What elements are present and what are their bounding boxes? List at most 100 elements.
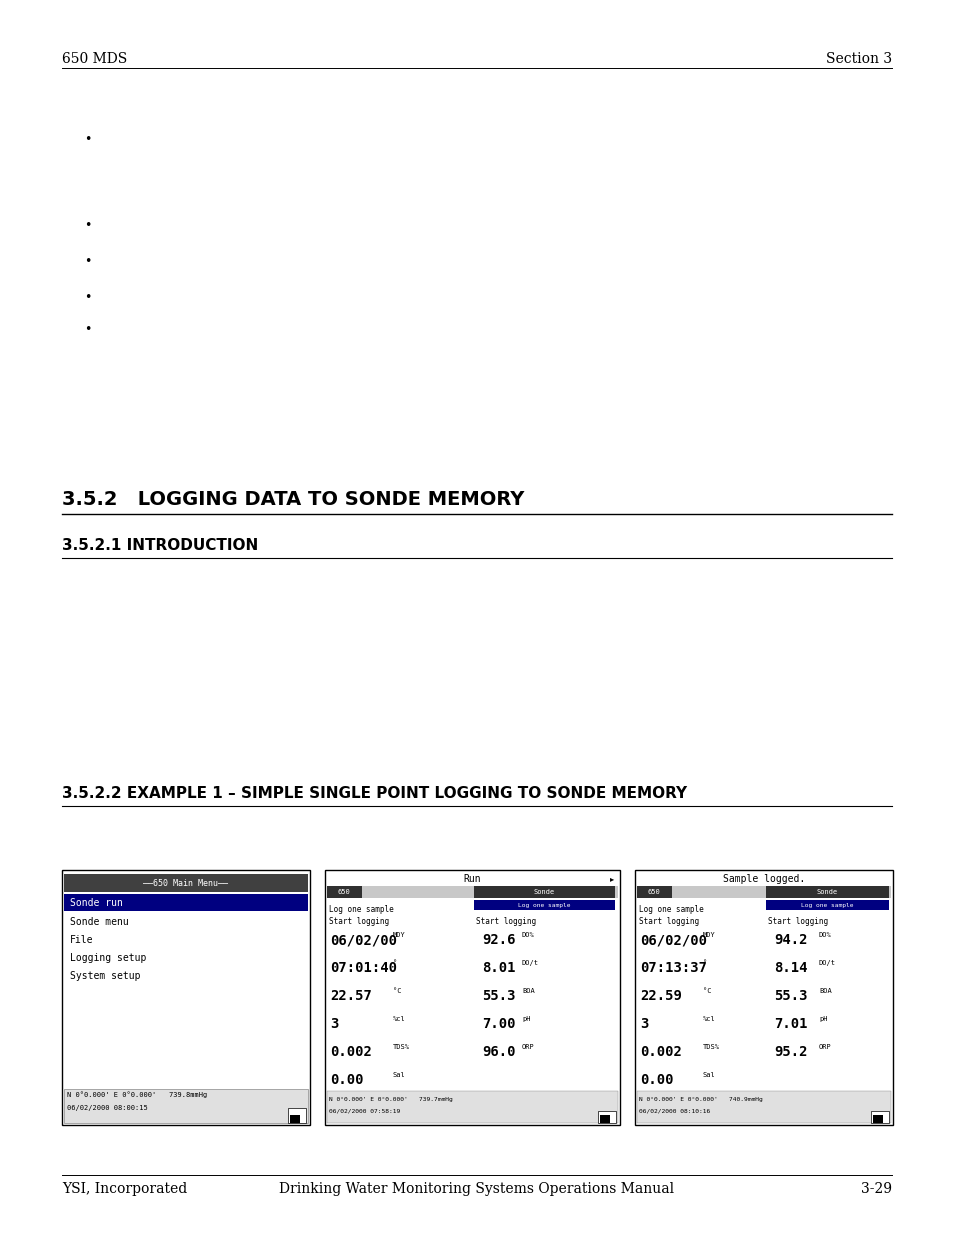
Text: Start logging: Start logging [476, 916, 536, 925]
Text: 07:01:40: 07:01:40 [330, 961, 396, 974]
Text: 94.2: 94.2 [773, 932, 806, 947]
Text: 7.00: 7.00 [481, 1016, 515, 1031]
Text: YSI, Incorporated: YSI, Incorporated [62, 1182, 187, 1195]
Text: ▸: ▸ [609, 874, 614, 883]
Text: 0.002: 0.002 [330, 1045, 372, 1058]
Bar [62, 869, 310, 1125]
Text: 650 MDS: 650 MDS [62, 52, 127, 65]
Text: Log one sample: Log one sample [329, 904, 394, 914]
Text: Log one sample: Log one sample [800, 903, 852, 908]
Bar [288, 1108, 306, 1123]
Text: MDY: MDY [393, 932, 405, 939]
Text: 22.57: 22.57 [330, 989, 372, 1003]
Text: TDS%: TDS% [393, 1044, 410, 1050]
Bar [474, 885, 615, 898]
Text: Section 3: Section 3 [825, 52, 891, 65]
Text: Run: Run [463, 874, 481, 884]
Text: 06/02/00: 06/02/00 [639, 932, 706, 947]
Bar [872, 1115, 882, 1123]
Bar [598, 1112, 616, 1123]
Text: Start logging: Start logging [639, 916, 699, 925]
Text: 3.5.2   LOGGING DATA TO SONDE MEMORY: 3.5.2 LOGGING DATA TO SONDE MEMORY [62, 490, 524, 509]
Text: 0.00: 0.00 [639, 1073, 673, 1087]
Text: DO%: DO% [818, 932, 831, 939]
Bar [765, 900, 888, 910]
Bar [290, 1115, 299, 1123]
Bar [327, 885, 618, 898]
Bar [637, 1091, 890, 1123]
Text: BOA: BOA [818, 988, 831, 994]
Text: 06/02/2000 07:58:19: 06/02/2000 07:58:19 [329, 1109, 400, 1114]
Text: pH: pH [818, 1016, 826, 1023]
Text: 7.01: 7.01 [773, 1016, 806, 1031]
Text: 06/02/00: 06/02/00 [330, 932, 396, 947]
Text: 06/02/2000 08:10:16: 06/02/2000 08:10:16 [639, 1109, 709, 1114]
Text: DO%: DO% [521, 932, 535, 939]
Bar [64, 894, 308, 911]
Text: Logging setup: Logging setup [70, 953, 146, 963]
Bar [327, 1091, 618, 1123]
Text: ORP: ORP [818, 1044, 831, 1050]
Text: 06/02/2000 08:00:15: 06/02/2000 08:00:15 [67, 1105, 148, 1112]
Bar [637, 885, 890, 898]
Bar [637, 885, 671, 898]
Text: Log one sample: Log one sample [639, 904, 703, 914]
Text: 95.2: 95.2 [773, 1045, 806, 1058]
Text: MDY: MDY [702, 932, 715, 939]
Text: Sal: Sal [393, 1072, 405, 1078]
Bar [64, 1089, 308, 1123]
Text: DO/t: DO/t [521, 960, 538, 966]
Text: °C: °C [702, 988, 711, 994]
Text: •: • [84, 256, 91, 268]
Text: •: • [84, 324, 91, 336]
Text: BOA: BOA [521, 988, 535, 994]
Text: ORP: ORP [521, 1044, 535, 1050]
Bar [635, 869, 892, 1125]
Bar [64, 874, 308, 892]
Text: 92.6: 92.6 [481, 932, 515, 947]
Text: %cl: %cl [702, 1016, 715, 1023]
Text: System setup: System setup [70, 971, 140, 981]
Text: 3: 3 [330, 1016, 338, 1031]
Text: 96.0: 96.0 [481, 1045, 515, 1058]
Text: File: File [70, 935, 93, 945]
Text: 8.01: 8.01 [481, 961, 515, 974]
Bar [599, 1115, 609, 1123]
Text: Log one sample: Log one sample [517, 903, 570, 908]
Text: Drinking Water Monitoring Systems Operations Manual: Drinking Water Monitoring Systems Operat… [279, 1182, 674, 1195]
Text: Sonde: Sonde [533, 889, 554, 895]
Text: Start logging: Start logging [767, 916, 827, 925]
Text: 3-29: 3-29 [861, 1182, 891, 1195]
Text: Sonde menu: Sonde menu [70, 918, 129, 927]
Bar [474, 900, 615, 910]
Text: 8.14: 8.14 [773, 961, 806, 974]
Text: DO/t: DO/t [818, 960, 835, 966]
Text: •: • [84, 291, 91, 305]
Text: Start logging: Start logging [329, 916, 389, 925]
Text: •: • [84, 219, 91, 231]
Text: 3.5.2.1 INTRODUCTION: 3.5.2.1 INTRODUCTION [62, 538, 258, 553]
Text: ——650 Main Menu——: ——650 Main Menu—— [143, 878, 229, 888]
Text: 55.3: 55.3 [773, 989, 806, 1003]
Text: pH: pH [521, 1016, 530, 1023]
Bar [327, 885, 361, 898]
Text: °: ° [702, 960, 706, 966]
Text: 650: 650 [647, 889, 659, 895]
Text: N 0°0.000' E 0°0.000'   739.7mmHg: N 0°0.000' E 0°0.000' 739.7mmHg [329, 1097, 453, 1102]
Text: °C: °C [393, 988, 401, 994]
Text: 3: 3 [639, 1016, 648, 1031]
Text: 0.002: 0.002 [639, 1045, 681, 1058]
Text: N 0°0.000' E 0°0.000'   740.9mmHg: N 0°0.000' E 0°0.000' 740.9mmHg [639, 1097, 762, 1102]
Text: Sonde run: Sonde run [70, 898, 123, 908]
Text: •: • [84, 133, 91, 147]
Text: °: ° [393, 960, 396, 966]
Text: 07:13:37: 07:13:37 [639, 961, 706, 974]
Text: Sal: Sal [702, 1072, 715, 1078]
Text: %cl: %cl [393, 1016, 405, 1023]
Text: 22.59: 22.59 [639, 989, 681, 1003]
Text: Sample logged.: Sample logged. [722, 874, 804, 884]
Text: Sonde: Sonde [816, 889, 837, 895]
Bar [325, 869, 619, 1125]
Text: N 0°0.000' E 0°0.000'   739.8mmHg: N 0°0.000' E 0°0.000' 739.8mmHg [67, 1092, 207, 1098]
Bar [870, 1112, 888, 1123]
